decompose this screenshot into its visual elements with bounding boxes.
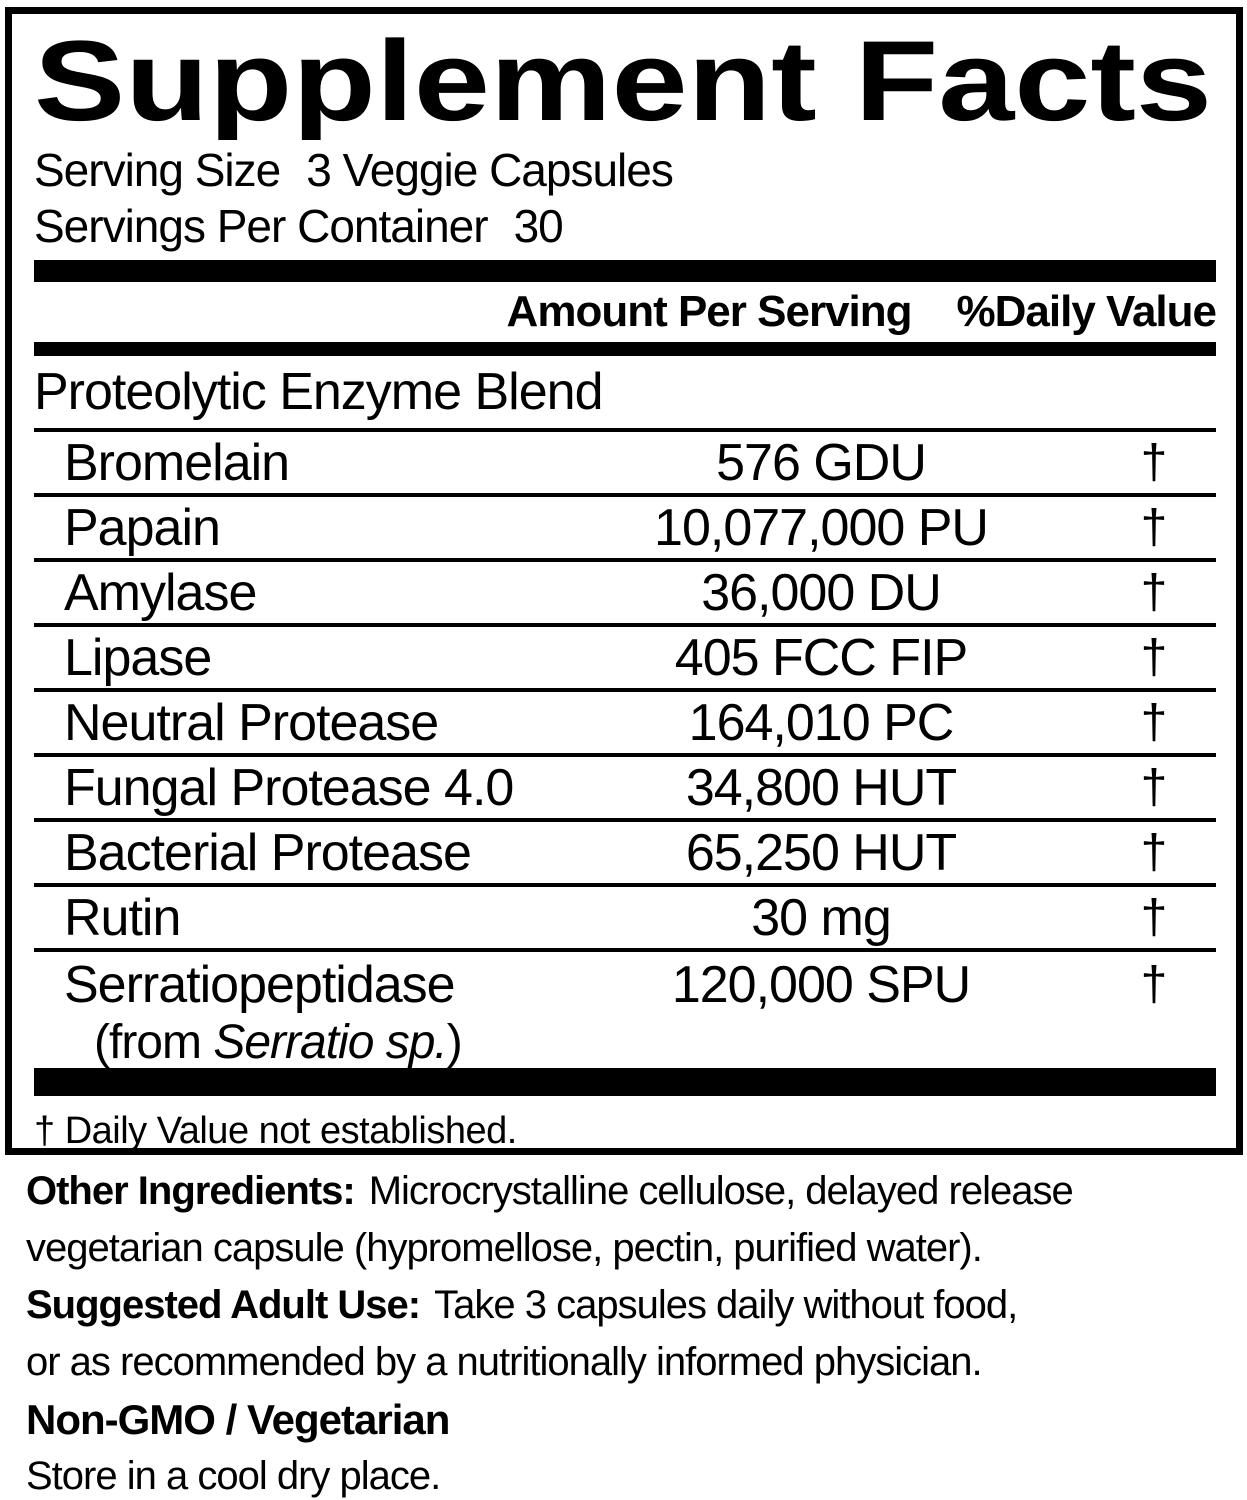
ingredient-name: Fungal Protease 4.0	[64, 758, 514, 817]
ingredient-name: Bromelain	[64, 433, 290, 492]
ingredient-amount: 164,010 PC	[688, 693, 955, 752]
other-ingredients-paragraph: Other Ingredients: Microcrystalline cellu…	[26, 1163, 1221, 1277]
servings-per-container-label: Servings Per Container	[34, 200, 489, 252]
ingredient-name: Lipase	[64, 628, 212, 687]
ingredient-row-fungal-protease: Fungal Protease 4.0 34,800 HUT †	[34, 753, 1216, 818]
divider-bar-medium	[34, 342, 1216, 356]
source-prefix: (from	[94, 1016, 214, 1069]
source-suffix: )	[446, 1016, 463, 1069]
serving-size-value: 3 Veggie Capsules	[306, 144, 674, 196]
other-ingredients-line2: vegetarian capsule (hypromellose, pectin…	[26, 1226, 983, 1270]
panel-title-graphic: Supplement Facts	[34, 20, 1212, 140]
daily-value-dagger: †	[1140, 631, 1168, 684]
serving-info: Serving Size 3 Veggie Capsules Servings P…	[34, 142, 1216, 254]
blend-header-row: Proteolytic Enzyme Blend	[34, 356, 1216, 428]
serving-size-label: Serving Size	[34, 144, 281, 196]
ingredient-row-serratiopeptidase: Serratiopeptidase (from Serratio sp.) 12…	[34, 948, 1216, 1069]
suggested-use-paragraph: Suggested Adult Use: Take 3 capsules dail…	[26, 1277, 1221, 1391]
divider-bar-thick-top	[34, 260, 1216, 282]
servings-per-container-value: 30	[513, 200, 564, 252]
ingredient-amount: 405 FCC FIP	[674, 628, 968, 687]
blend-name: Proteolytic Enzyme Blend	[34, 363, 604, 421]
claims-line: Non-GMO / Vegetarian	[26, 1396, 450, 1443]
daily-value-dagger: †	[1140, 696, 1168, 749]
ingredient-amount: 10,077,000 PU	[654, 498, 989, 557]
percent-daily-value-header: %Daily Value	[956, 287, 1217, 336]
suggested-use-line1: Take 3 capsules daily without food,	[434, 1283, 1018, 1327]
ingredient-row-bromelain: Bromelain 576 GDU †	[34, 428, 1216, 493]
servings-per-container-line: Servings Per Container 30	[34, 198, 1216, 254]
other-ingredients-label: Other Ingredients:	[26, 1169, 356, 1213]
daily-value-dagger: †	[1140, 826, 1168, 879]
ingredient-amount: 65,250 HUT	[685, 823, 957, 882]
daily-value-footnote: † Daily Value not established.	[34, 1110, 517, 1152]
daily-value-dagger: †	[1140, 761, 1168, 814]
serving-size-line: Serving Size 3 Veggie Capsules	[34, 142, 1216, 198]
amount-per-serving-header: Amount Per Serving	[506, 287, 913, 336]
ingredient-amount: 30 mg	[751, 888, 892, 947]
ingredient-amount: 120,000 SPU	[671, 956, 971, 1014]
daily-value-dagger: †	[1140, 891, 1168, 944]
daily-value-dagger: †	[1140, 436, 1168, 489]
ingredient-name: Papain	[64, 498, 221, 557]
ingredient-source: (from Serratio sp.)	[64, 1014, 551, 1072]
details-section: Other Ingredients: Microcrystalline cellu…	[0, 1163, 1247, 1500]
column-header-row: Amount Per Serving %Daily Value	[34, 282, 1217, 342]
ingredient-row-lipase: Lipase 405 FCC FIP †	[34, 623, 1216, 688]
ingredient-name: Rutin	[64, 888, 181, 947]
ingredient-name: Neutral Protease	[64, 693, 439, 752]
ingredient-name: Bacterial Protease	[64, 823, 472, 882]
ingredient-name-block: Serratiopeptidase (from Serratio sp.)	[34, 952, 551, 1072]
ingredient-row-rutin: Rutin 30 mg †	[34, 883, 1216, 948]
suggested-use-label: Suggested Adult Use:	[26, 1283, 421, 1327]
ingredient-name: Serratiopeptidase	[64, 956, 456, 1014]
ingredient-row-neutral-protease: Neutral Protease 164,010 PC †	[34, 688, 1216, 753]
ingredient-row-amylase: Amylase 36,000 DU †	[34, 558, 1216, 623]
ingredient-row-bacterial-protease: Bacterial Protease 65,250 HUT †	[34, 818, 1216, 883]
source-species: Serratio sp.	[213, 1016, 447, 1069]
suggested-use-line2: or as recommended by a nutritionally inf…	[26, 1340, 983, 1384]
supplement-facts-panel: Supplement Facts Serving Size 3 Veggie Ca…	[5, 7, 1243, 1155]
daily-value-dagger: †	[1140, 501, 1168, 554]
ingredient-row-papain: Papain 10,077,000 PU †	[34, 493, 1216, 558]
ingredient-name: Amylase	[64, 563, 257, 622]
daily-value-dagger: †	[1140, 958, 1168, 1011]
divider-bar-thick-bottom	[34, 1068, 1216, 1096]
ingredient-amount: 36,000 DU	[701, 563, 942, 622]
storage-line: Store in a cool dry place.	[26, 1454, 441, 1498]
ingredient-amount: 34,800 HUT	[685, 758, 957, 817]
ingredient-amount: 576 GDU	[716, 433, 927, 492]
daily-value-dagger: †	[1140, 566, 1168, 619]
other-ingredients-line1: Microcrystalline cellulose, delayed rele…	[368, 1169, 1074, 1213]
panel-title: Supplement Facts	[34, 20, 1212, 140]
